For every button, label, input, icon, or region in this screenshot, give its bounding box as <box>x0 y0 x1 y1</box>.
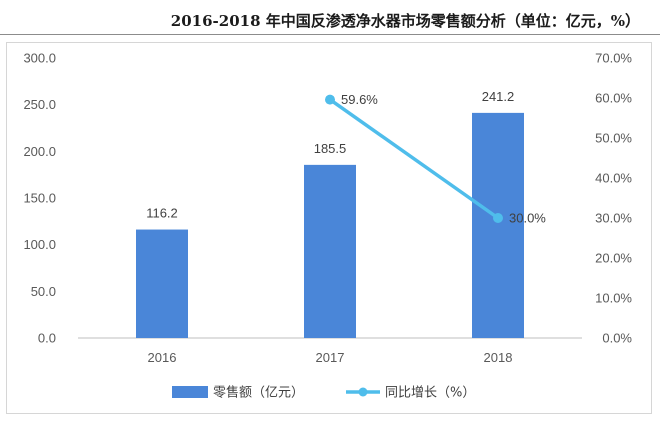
legend-line-label: 同比增长（%） <box>385 386 475 401</box>
legend-bar-swatch <box>172 386 208 398</box>
y-right-tick-label: 20.0% <box>595 251 632 266</box>
chart-title: 2016-2018 年中国反渗透净水器市场零售额分析（单位：亿元，%） <box>170 12 640 30</box>
y-left-tick-label: 50.0 <box>31 284 56 299</box>
y-left-tick-label: 300.0 <box>23 51 56 66</box>
x-tick-label: 2017 <box>316 350 345 365</box>
title-divider <box>0 34 660 35</box>
legend-bar-label: 零售额（亿元） <box>213 385 304 401</box>
y-right-tick-label: 30.0% <box>595 211 632 226</box>
y-right-tick-label: 60.0% <box>595 91 632 106</box>
y-left-tick-label: 200.0 <box>23 144 56 159</box>
chart-frame <box>6 42 652 414</box>
bar-data-label: 185.5 <box>314 141 347 156</box>
growth-point <box>325 94 335 105</box>
bar-data-label: 116.2 <box>146 206 178 221</box>
y-left-tick-label: 150.0 <box>23 191 56 206</box>
x-tick-label: 2016 <box>148 350 177 365</box>
y-left-tick-label: 100.0 <box>23 237 56 252</box>
growth-data-label: 30.0% <box>509 211 546 226</box>
bar <box>304 164 356 338</box>
y-left-tick-label: 250.0 <box>23 97 56 112</box>
growth-point <box>493 213 503 223</box>
x-tick-label: 2018 <box>484 350 513 365</box>
y-right-tick-label: 10.0% <box>595 291 632 306</box>
bar <box>136 229 188 338</box>
y-left-tick-label: 0.0 <box>38 331 56 346</box>
growth-series-line <box>328 98 500 220</box>
bar-data-label: 241.2 <box>482 89 515 104</box>
legend-line-marker <box>358 387 368 397</box>
y-right-tick-label: 40.0% <box>595 171 632 186</box>
bar <box>472 112 524 338</box>
y-right-tick-label: 0.0% <box>602 331 632 346</box>
growth-data-label: 59.6% <box>341 92 378 107</box>
y-right-tick-label: 70.0% <box>595 51 632 66</box>
y-right-tick-label: 50.0% <box>595 131 632 146</box>
